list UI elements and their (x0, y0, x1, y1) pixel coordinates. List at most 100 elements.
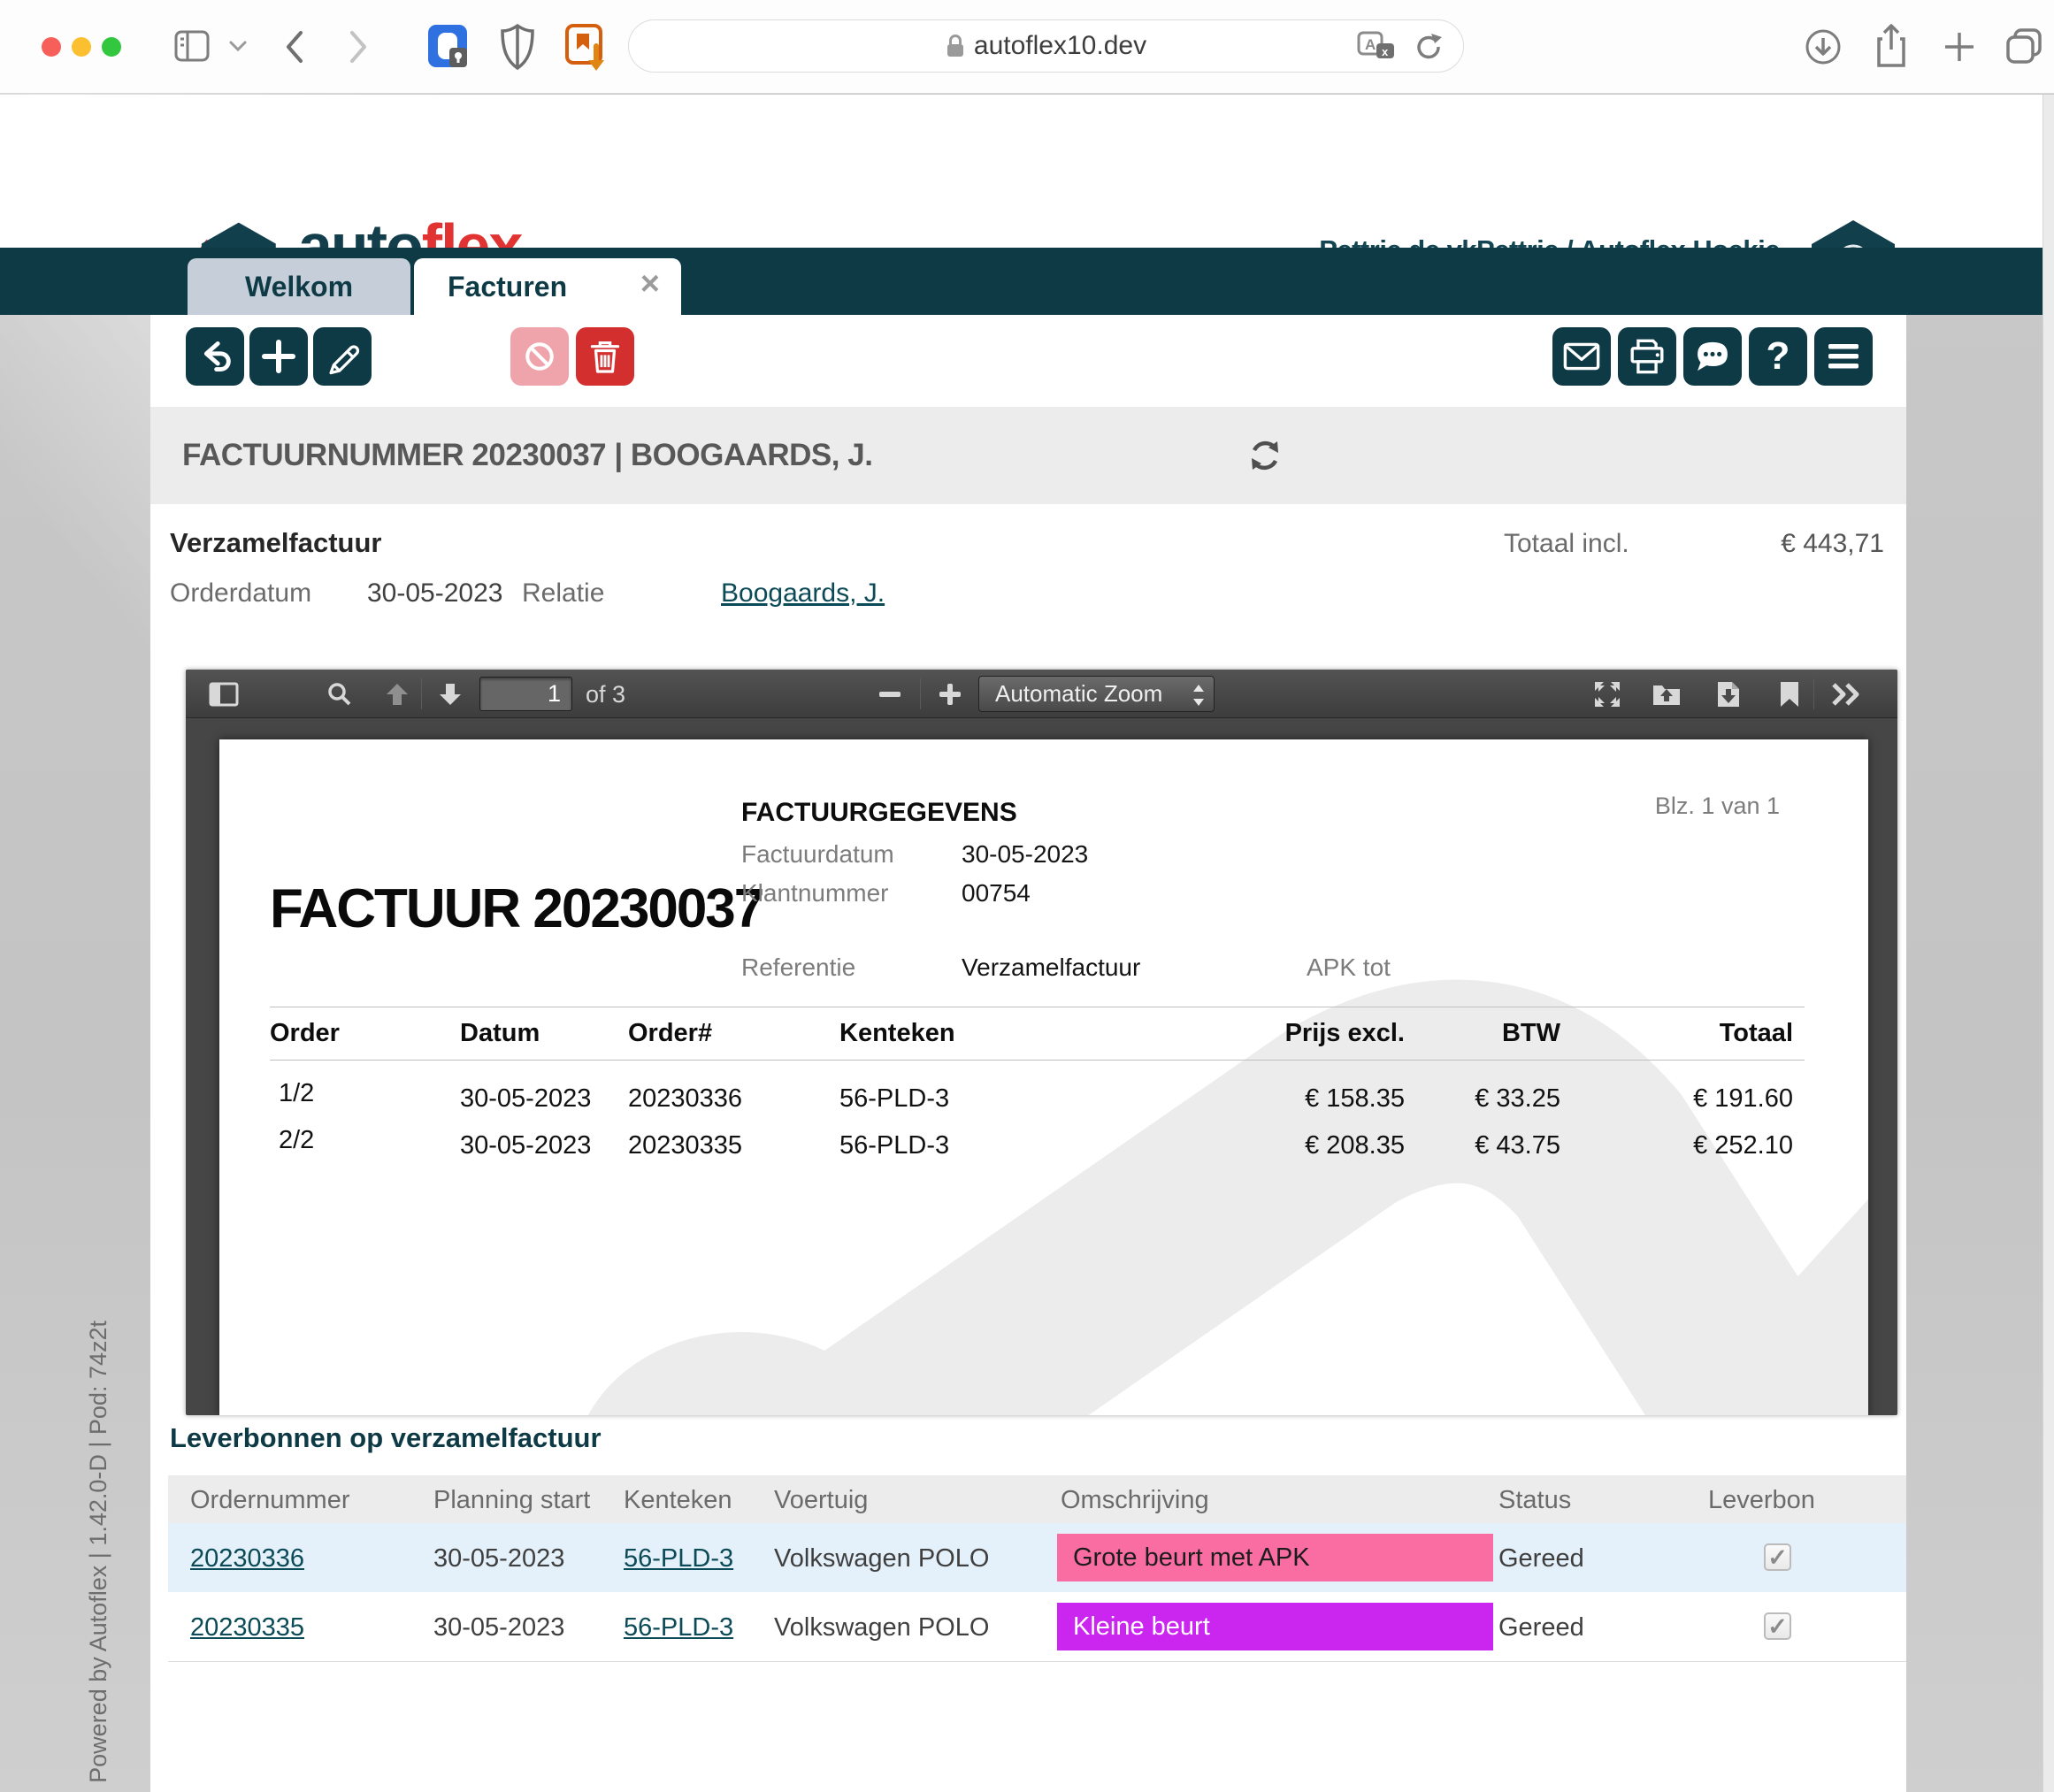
pdf-sidebar-toggle-icon[interactable] (205, 676, 242, 713)
pdf-next-page-icon[interactable] (432, 676, 469, 713)
pdf-zoom-value: Automatic Zoom (995, 680, 1163, 707)
main-content: ? FACTUURNUMMER 20230037 | BOOGAARDS, J.… (150, 315, 1906, 1792)
doc-referentie-value: Verzamelfactuur (962, 953, 1141, 981)
tab-overview-icon[interactable] (2004, 27, 2045, 67)
add-button[interactable] (249, 327, 308, 386)
doc-row-order: 1/2 (279, 1079, 315, 1107)
doc-factuurdatum-value: 30-05-2023 (962, 840, 1089, 868)
record-title: FACTUURNUMMER 20230037 | BOOGAARDS, J. (182, 438, 873, 472)
pdf-presentation-mode-icon[interactable] (1589, 676, 1626, 713)
pdf-bookmark-icon[interactable] (1771, 676, 1808, 713)
sidebar-chevron-icon[interactable] (228, 40, 248, 52)
doc-row-btw: € 43.75 (1475, 1131, 1560, 1160)
privacy-shield-icon[interactable] (500, 23, 535, 71)
leverbon-checkbox[interactable]: ✓ (1764, 1543, 1791, 1571)
ordernummer-link[interactable]: 20230336 (190, 1544, 305, 1573)
svg-text:A: A (1365, 36, 1376, 53)
pdf-search-icon[interactable] (320, 676, 357, 713)
doc-table-rule (270, 1060, 1805, 1061)
back-button[interactable] (281, 29, 306, 65)
doc-col-ordernr: Order# (628, 1019, 713, 1047)
print-button[interactable] (1618, 327, 1676, 386)
window-close-button[interactable] (42, 37, 61, 57)
omschrijving-badge: Kleine beurt (1057, 1603, 1493, 1650)
pdf-page-count: of 3 (586, 681, 626, 708)
ordernummer-link[interactable]: 20230335 (190, 1613, 305, 1642)
forward-button[interactable] (347, 29, 372, 65)
select-spinner-icon (1193, 685, 1204, 706)
downloads-icon[interactable] (1805, 28, 1842, 65)
kenteken-link[interactable]: 56-PLD-3 (624, 1544, 734, 1573)
plus-icon (262, 340, 295, 373)
refresh-icon[interactable] (1245, 436, 1284, 475)
menu-button[interactable] (1814, 327, 1873, 386)
browser-chrome: autoflex10.dev A x (0, 0, 2054, 94)
url-text: autoflex10.dev (973, 31, 1147, 60)
doc-klantnummer-label: Klantnummer (741, 879, 889, 907)
voertuig-value: Volkswagen POLO (774, 1613, 990, 1642)
doc-row-ordernr: 20230336 (628, 1084, 743, 1113)
app-tab-strip: Welkom Facturen × (0, 248, 2054, 315)
status-value: Gereed (1498, 1613, 1584, 1642)
pdf-download-icon[interactable] (1710, 676, 1747, 713)
pdf-canvas[interactable]: Blz. 1 van 1 FACTUUR 20230037 FACTUURGEG… (186, 719, 1897, 1415)
pdf-zoom-in-icon[interactable] (931, 676, 969, 713)
pdf-toolbar-separator (1813, 678, 1814, 709)
delete-button[interactable] (576, 327, 634, 386)
doc-row-kenteken: 56-PLD-3 (839, 1131, 950, 1160)
printer-icon (1630, 339, 1664, 374)
totaal-incl-label: Totaal incl. (1504, 529, 1629, 558)
doc-col-btw: BTW (1501, 1019, 1560, 1047)
address-bar[interactable]: autoflex10.dev A x (628, 19, 1464, 73)
pdf-viewer: of 3 Automatic Zoom (186, 670, 1897, 1415)
window-zoom-button[interactable] (102, 37, 121, 57)
kenteken-link[interactable]: 56-PLD-3 (624, 1613, 734, 1642)
doc-row-totaal: € 191.60 (1693, 1084, 1793, 1113)
doc-page-indicator: Blz. 1 van 1 (1654, 793, 1780, 819)
new-tab-icon[interactable] (1943, 30, 1976, 64)
pdf-previous-page-icon[interactable] (379, 676, 416, 713)
tab-close-icon[interactable]: × (640, 265, 660, 302)
doc-row-datum: 30-05-2023 (460, 1084, 592, 1113)
reload-icon[interactable] (1414, 30, 1444, 64)
leverbon-row[interactable]: 20230335 30-05-2023 56-PLD-3 Volkswagen … (168, 1592, 1906, 1661)
undo-arrow-icon (203, 341, 231, 371)
planning-start-value: 30-05-2023 (433, 1544, 565, 1573)
help-button[interactable]: ? (1749, 327, 1807, 386)
pdf-open-file-icon[interactable] (1648, 676, 1685, 713)
tab-facturen[interactable]: Facturen × (414, 258, 681, 315)
pdf-more-tools-icon[interactable] (1828, 676, 1865, 713)
doc-apk-label: APK tot (1307, 953, 1391, 981)
leverbonnen-heading: Leverbonnen op verzamelfactuur (170, 1422, 602, 1453)
doc-row-btw: € 33.25 (1475, 1084, 1560, 1113)
pdf-zoom-select[interactable]: Automatic Zoom (978, 676, 1215, 712)
leverbon-row[interactable]: 20230336 30-05-2023 56-PLD-3 Volkswagen … (168, 1523, 1906, 1592)
chat-button[interactable] (1683, 327, 1742, 386)
leverbon-checkbox[interactable]: ✓ (1764, 1612, 1791, 1640)
pencil-icon (329, 345, 360, 375)
window-scrollbar-track[interactable] (2043, 95, 2054, 1792)
password-manager-extension-icon[interactable] (426, 23, 472, 73)
email-button[interactable] (1552, 327, 1611, 386)
pdf-toolbar: of 3 Automatic Zoom (186, 670, 1897, 718)
share-icon[interactable] (1874, 23, 1909, 69)
sidebar-toggle-icon[interactable] (173, 28, 212, 64)
pdf-page-input[interactable] (479, 677, 572, 711)
doc-klantnummer-value: 00754 (962, 879, 1031, 907)
translate-icon[interactable]: A x (1357, 29, 1398, 65)
edit-button[interactable] (313, 327, 372, 386)
invoice-document: Blz. 1 van 1 FACTUUR 20230037 FACTUURGEG… (219, 739, 1868, 1415)
reader-extension-icon[interactable] (564, 23, 610, 73)
cancel-invoice-button[interactable] (510, 327, 569, 386)
pdf-toolbar-separator (920, 678, 921, 709)
doc-invoice-title: FACTUUR 20230037 (270, 878, 764, 939)
hamburger-icon (1828, 344, 1859, 369)
question-mark-icon: ? (1766, 334, 1790, 378)
window-minimize-button[interactable] (72, 37, 91, 57)
tab-welkom[interactable]: Welkom (188, 258, 410, 315)
pdf-zoom-out-icon[interactable] (871, 676, 908, 713)
relatie-link[interactable]: Boogaards, J. (721, 578, 885, 608)
back-undo-button[interactable] (186, 327, 244, 386)
doc-row-datum: 30-05-2023 (460, 1131, 592, 1160)
